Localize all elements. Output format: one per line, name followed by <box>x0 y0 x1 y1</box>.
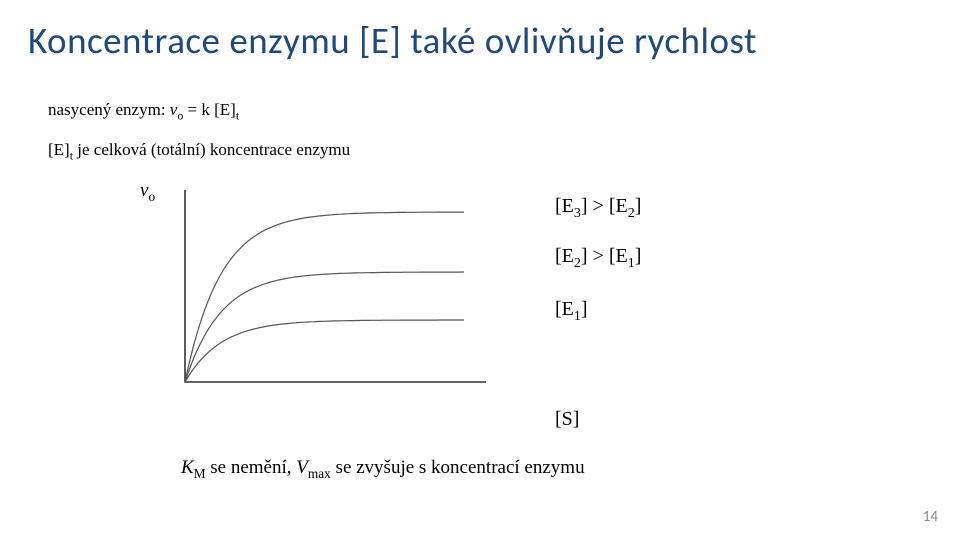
text: [E <box>609 245 628 267</box>
eq-text: = k [E] <box>183 100 236 119</box>
text: ] <box>581 195 588 217</box>
gt: > <box>588 245 609 267</box>
sub: 1 <box>574 309 581 324</box>
sub: 1 <box>628 256 635 271</box>
var-K: K <box>181 457 194 478</box>
text: ] <box>581 245 588 267</box>
legend-e2: [E2] > [E1] <box>555 245 641 272</box>
text: [E <box>555 245 574 267</box>
text: ] <box>635 195 642 217</box>
text: je celková (totální) koncentrace enzymu <box>73 140 350 159</box>
page-title: Koncentrace enzymu [E] také ovlivňuje ry… <box>28 18 757 63</box>
text: [E <box>555 298 574 320</box>
sub: 3 <box>574 206 581 221</box>
text: [E] <box>48 140 70 159</box>
text: nasycený enzym: <box>48 100 170 119</box>
text: se nemění, <box>206 457 297 478</box>
x-axis-label: [S] <box>555 408 579 431</box>
equation-line-1: nasycený enzym: vo = k [E]t <box>48 100 239 123</box>
text: ] <box>581 298 588 320</box>
sub: 2 <box>628 206 635 221</box>
y-axis-label: vo <box>140 180 155 205</box>
equation-line-2: [E]t je celková (totální) koncentrace en… <box>48 140 350 163</box>
gt: > <box>588 195 609 217</box>
sub: 2 <box>574 256 581 271</box>
text: [E <box>609 195 628 217</box>
sub-o: o <box>148 189 155 204</box>
text: [E <box>555 195 574 217</box>
summary-statement: KM se nemění, Vmax se zvyšuje s koncentr… <box>175 455 591 484</box>
sub-max: max <box>308 466 331 481</box>
chart-area <box>175 185 491 390</box>
text: se zvyšuje s koncentrací enzymu <box>331 457 585 478</box>
legend-e3: [E3] > [E2] <box>555 195 641 222</box>
page-number: 14 <box>923 508 938 526</box>
sub-M: M <box>194 466 206 481</box>
text: ] <box>635 245 642 267</box>
var-V: V <box>296 457 308 478</box>
sub-t: t <box>236 108 239 122</box>
legend-e1: [E1] <box>555 298 588 325</box>
saturation-curves-chart <box>175 185 491 390</box>
